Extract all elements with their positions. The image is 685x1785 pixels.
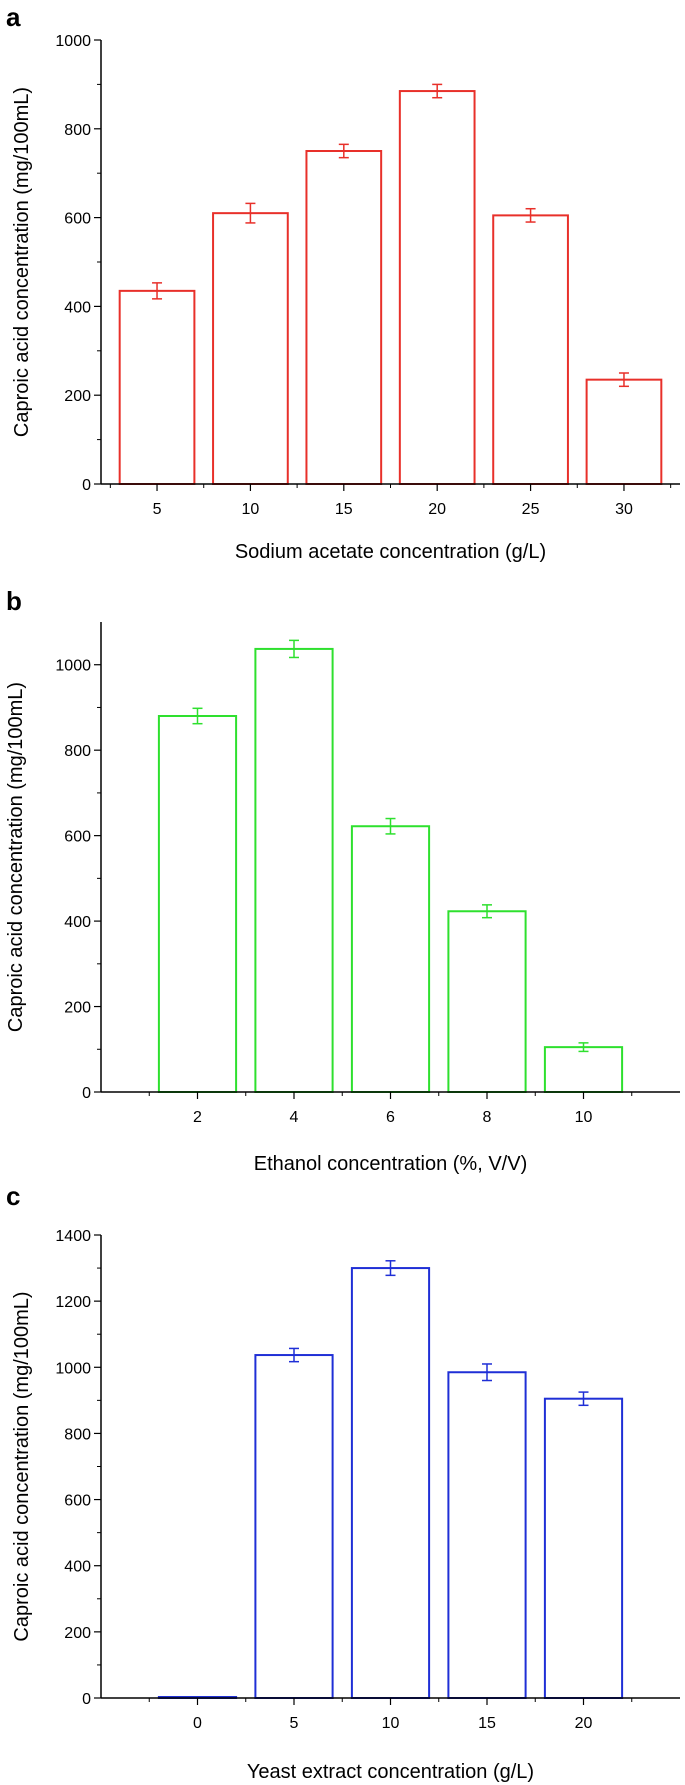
x-tick-label: 5 — [290, 1715, 299, 1732]
x-axis-title: Yeast extract concentration (g/L) — [247, 1761, 534, 1783]
x-tick-label: 15 — [478, 1715, 496, 1732]
y-tick-label: 800 — [64, 1426, 91, 1443]
bar — [212, 212, 289, 485]
x-tick-label: 8 — [483, 1109, 492, 1126]
x-tick-label: 25 — [522, 501, 540, 518]
x-axis-title: Ethanol concentration (%, V/V) — [254, 1153, 527, 1175]
bar — [447, 910, 527, 1093]
chart-panel-a: a 0 200 400 600 800 1000 5 10 15 20 25 30 Sodium acet… — [6, 2, 680, 563]
y-tick-label: 800 — [64, 743, 91, 760]
y-tick-label: 0 — [82, 477, 91, 494]
bar — [305, 150, 383, 485]
bar — [543, 1397, 624, 1700]
x-tick-label: 30 — [615, 501, 633, 518]
panel-letter: c — [6, 1181, 20, 1211]
x-tick-label: 6 — [386, 1109, 395, 1126]
x-tick-label: 2 — [193, 1109, 202, 1126]
bar — [398, 90, 476, 485]
y-tick-label: 400 — [64, 299, 91, 316]
x-tick-label: 10 — [382, 1715, 400, 1732]
y-tick-label: 400 — [64, 1559, 91, 1576]
y-tick-label: 600 — [64, 211, 91, 228]
y-axis-title: Caproic acid concentration (mg/100mL) — [11, 87, 33, 437]
y-tick-label: 200 — [64, 1625, 91, 1642]
y-axis-title: Caproic acid concentration (mg/100mL) — [11, 1291, 33, 1641]
bar — [254, 1354, 334, 1700]
bar — [447, 1371, 527, 1700]
y-tick-label: 1200 — [55, 1294, 91, 1311]
y-tick-label: 1400 — [55, 1228, 91, 1245]
y-axis-title: Caproic acid concentration (mg/100mL) — [5, 682, 27, 1032]
y-tick-label: 1000 — [55, 1360, 91, 1377]
bar — [492, 214, 569, 485]
x-tick-label: 4 — [290, 1109, 299, 1126]
bar — [585, 378, 663, 485]
chart-panel-b: b 0 200 400 600 800 1000 2 4 6 8 10 Ethanol concentr… — [5, 586, 680, 1175]
bar — [118, 289, 196, 485]
bar — [543, 1046, 624, 1093]
x-tick-label: 20 — [428, 501, 446, 518]
x-tick-label: 0 — [193, 1715, 202, 1732]
bar — [350, 1267, 431, 1699]
y-tick-label: 0 — [82, 1691, 91, 1708]
x-tick-label: 10 — [575, 1109, 593, 1126]
y-tick-label: 400 — [64, 914, 91, 931]
y-tick-label: 600 — [64, 829, 91, 846]
y-tick-label: 1000 — [55, 658, 91, 675]
y-tick-label: 1000 — [55, 33, 91, 50]
x-axis-title: Sodium acetate concentration (g/L) — [235, 541, 546, 563]
y-tick-label: 200 — [64, 388, 91, 405]
bar — [157, 715, 238, 1093]
y-tick-label: 800 — [64, 122, 91, 139]
y-tick-label: 600 — [64, 1493, 91, 1510]
bar — [254, 647, 334, 1093]
chart-panel-c: c 0 200 400 600 800 1000 1200 1400 0 5 10 15 20 Yeast … — [6, 1181, 680, 1783]
panel-letter: a — [6, 2, 21, 32]
panel-letter: b — [6, 586, 22, 616]
bar — [350, 825, 431, 1094]
y-tick-label: 200 — [64, 1000, 91, 1017]
x-tick-label: 20 — [575, 1715, 593, 1732]
x-tick-label: 10 — [242, 501, 260, 518]
y-tick-label: 0 — [82, 1085, 91, 1102]
x-tick-label: 5 — [153, 501, 162, 518]
x-tick-label: 15 — [335, 501, 353, 518]
